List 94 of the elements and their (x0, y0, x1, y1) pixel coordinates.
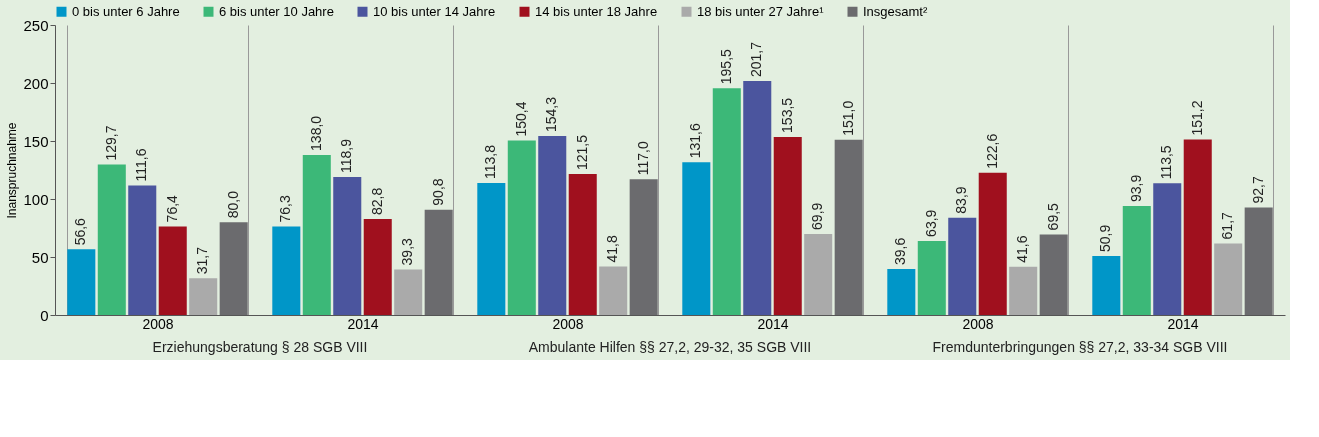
data-label: 113,8 (482, 144, 499, 179)
y-tick-label: 50 (31, 248, 49, 266)
bar (477, 182, 506, 315)
y-tick-label: 250 (23, 16, 49, 34)
data-label: 153,5 (778, 97, 795, 133)
data-label: 154,3 (543, 96, 560, 133)
data-label: 80,0 (224, 190, 241, 219)
bar (1183, 139, 1212, 315)
bar (272, 226, 301, 315)
bar (538, 136, 567, 315)
x-tick-label: 2008 (552, 315, 584, 332)
data-label: 117,0 (634, 141, 651, 176)
data-label: 39,3 (399, 237, 416, 266)
bar (712, 88, 741, 315)
bar (507, 140, 536, 315)
bar (333, 177, 362, 315)
data-label: 201,7 (748, 41, 765, 78)
data-label: 90,8 (429, 178, 446, 206)
y-axis-title: Inanspruchnahme (5, 122, 20, 219)
data-label: 129,7 (102, 125, 119, 161)
bar (804, 233, 833, 315)
data-label: 93,9 (1127, 174, 1144, 203)
data-label: 56,6 (72, 217, 89, 246)
data-label: 63,9 (922, 209, 939, 237)
legend-label: 0 bis unter 6 Jahre (72, 3, 180, 19)
bar (1214, 243, 1243, 315)
bar (917, 240, 946, 315)
bar (1039, 234, 1068, 315)
bar (424, 209, 453, 315)
data-label: 150,4 (512, 101, 529, 137)
legend-label: 18 bis unter 27 Jahre¹ (697, 3, 825, 19)
x-tick-label: 2008 (962, 315, 994, 332)
data-label: 122,6 (983, 133, 1000, 169)
data-label: 92,7 (1249, 176, 1266, 204)
legend-label: Insgesamt² (863, 3, 928, 19)
bar (363, 218, 392, 315)
legend-label: 6 bis unter 10 Jahre (219, 3, 334, 19)
bar (219, 222, 248, 315)
data-label: 151,2 (1188, 100, 1205, 136)
bar (1153, 183, 1182, 315)
data-label: 138,0 (307, 115, 324, 151)
y-tick-label: 150 (23, 132, 49, 150)
data-label: 131,6 (687, 123, 704, 159)
bar (773, 136, 802, 315)
bar (1009, 266, 1038, 315)
bar (599, 266, 628, 315)
bar (978, 172, 1007, 315)
bar (67, 249, 96, 315)
y-tick-label: 0 (40, 306, 49, 324)
bar (394, 269, 423, 315)
legend-label: 10 bis unter 14 Jahre (373, 3, 496, 19)
bar (682, 162, 711, 315)
data-label: 82,8 (368, 187, 385, 215)
x-tick-label: 2014 (1167, 315, 1199, 332)
bar (97, 164, 126, 315)
data-label: 76,3 (277, 195, 294, 223)
bar (302, 154, 331, 315)
data-label: 39,6 (892, 237, 909, 266)
data-label: 113,5 (1158, 145, 1175, 180)
bar (948, 217, 977, 315)
data-label: 118,9 (338, 138, 355, 174)
data-label: 31,7 (194, 246, 211, 275)
bar (1244, 207, 1273, 315)
text: Erziehungsberatung § 28 SGB VIII (152, 339, 368, 355)
data-label: 151,0 (839, 100, 856, 136)
bar (128, 185, 157, 315)
data-label: 69,9 (809, 202, 826, 230)
data-label: 41,6 (1014, 235, 1031, 263)
data-label: 61,7 (1219, 211, 1236, 240)
bar (189, 278, 218, 315)
data-label: 121,5 (573, 134, 590, 171)
y-tick-label: 100 (23, 190, 49, 208)
legend-label: 14 bis unter 18 Jahre (535, 3, 658, 19)
data-label: 195,5 (717, 48, 734, 85)
bar (743, 81, 772, 315)
text: Ambulante Hilfen §§ 27,2, 29-32, 35 SGB VIII (528, 339, 812, 355)
data-label: 50,9 (1097, 224, 1114, 252)
x-tick-label: 2014 (347, 315, 379, 332)
x-tick-label: 2014 (757, 315, 789, 332)
bar (158, 226, 187, 315)
data-label: 76,4 (163, 194, 180, 223)
bar (887, 269, 916, 315)
bar (834, 139, 863, 315)
bar (1122, 206, 1151, 315)
data-label: 41,8 (604, 235, 621, 263)
bar (568, 174, 597, 315)
bar (1092, 255, 1121, 315)
data-label: 69,5 (1044, 202, 1061, 231)
x-tick-label: 2008 (142, 315, 174, 332)
data-label: 111,6 (133, 148, 150, 182)
text: Fremdunterbringungen §§ 27,2, 33-34 SGB VIII (932, 339, 1228, 355)
y-tick-label: 200 (23, 74, 49, 92)
data-label: 83,9 (953, 186, 970, 214)
bar (629, 179, 658, 315)
